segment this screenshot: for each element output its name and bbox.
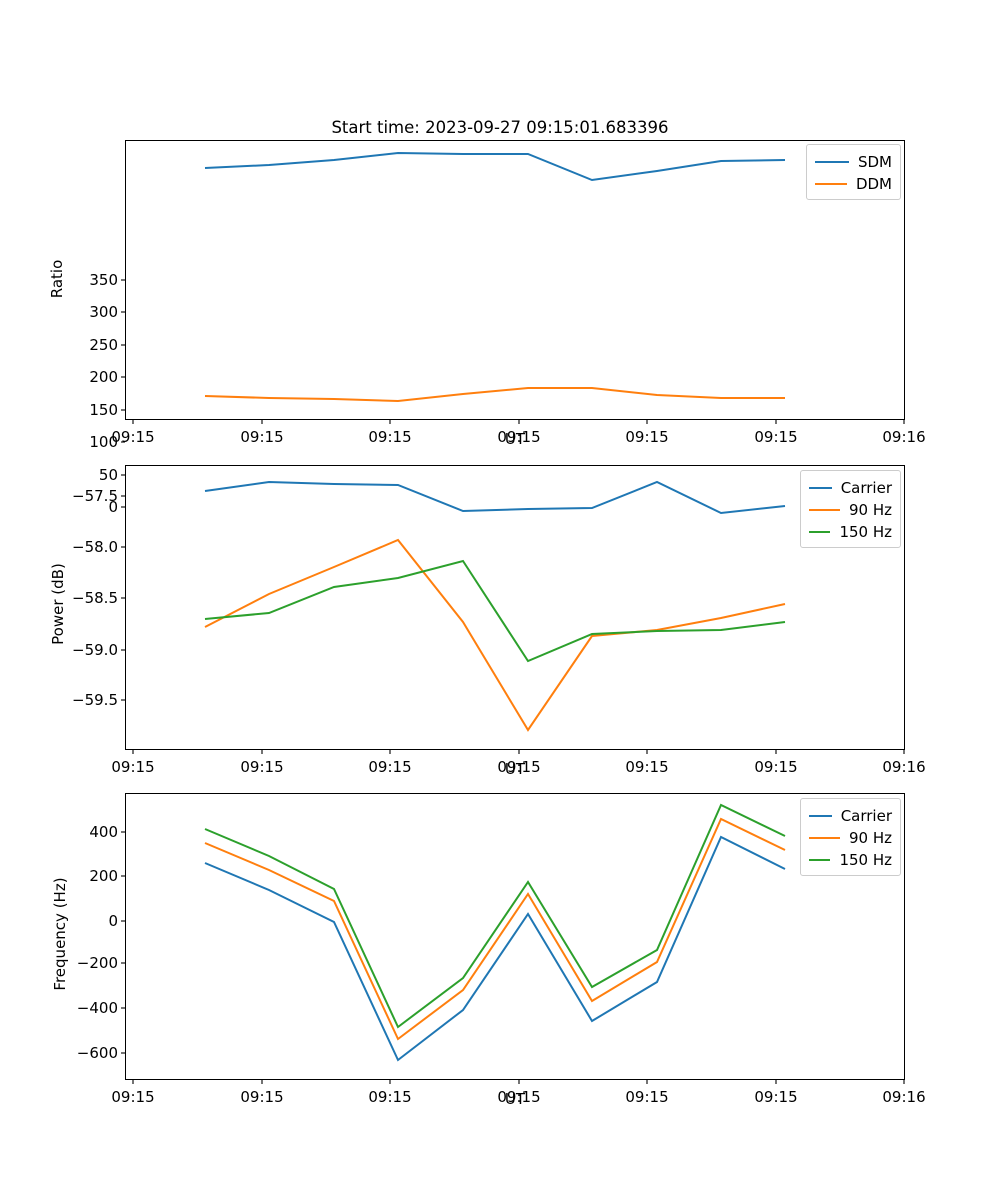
ytick-label-ratio-350: 350 [89, 271, 118, 289]
legend-swatch-150hz-frequency [809, 859, 831, 861]
data-lines-power [121, 480, 905, 754]
legend-swatch-150hz-power [809, 531, 831, 533]
legend-item-150hz-frequency[interactable]: 150 Hz [809, 849, 892, 871]
x-ticks-power [132, 750, 905, 754]
ytick-label-power--59.5: −59.5 [72, 691, 118, 709]
xtick-label-ratio-2: 09:15 [368, 428, 412, 446]
ytick-label-ratio-300: 300 [89, 303, 118, 321]
legend-item-150hz-power[interactable]: 150 Hz [809, 521, 892, 543]
panel-power: Power (dB) UT −59.5 [0, 440, 1000, 790]
xtick-label-power-0: 09:15 [111, 758, 155, 776]
xlabel-ratio: UT [504, 430, 526, 448]
legend-item-ddm[interactable]: DDM [815, 173, 892, 195]
xtick-label-frequency-5: 09:15 [754, 1088, 798, 1106]
y-ticks-power [121, 495, 125, 701]
xlabel-power: UT [504, 760, 526, 778]
legend-swatch-90hz-frequency [809, 837, 840, 839]
ytick-label-power--59.0: −59.0 [72, 641, 118, 659]
y-ticks-frequency [121, 831, 125, 1054]
ytick-label-frequency--200: −200 [76, 954, 118, 972]
xtick-label-frequency-6: 09:16 [882, 1088, 926, 1106]
legend-label-150hz-frequency: 150 Hz [839, 851, 892, 869]
xtick-label-power-4: 09:15 [625, 758, 669, 776]
legend-swatch-90hz-power [809, 509, 840, 511]
legend-swatch-carrier-frequency [809, 815, 832, 817]
ytick-label-power--58.5: −58.5 [72, 589, 118, 607]
ytick-label-ratio-250: 250 [89, 336, 118, 354]
legend-swatch-sdm [815, 161, 849, 163]
series-line-sdm [204, 151, 786, 182]
series-line-carrier-power [204, 480, 786, 515]
figure-title: Start time: 2023-09-27 09:15:01.683396 [331, 118, 669, 137]
legend-item-90hz-power[interactable]: 90 Hz [809, 499, 892, 521]
xtick-label-power-6: 09:16 [882, 758, 926, 776]
xtick-label-frequency-2: 09:15 [368, 1088, 412, 1106]
xtick-label-power-3: 09:15 [497, 758, 541, 776]
axes-frame-frequency [125, 793, 905, 1080]
legend-item-carrier-power[interactable]: Carrier [809, 477, 892, 499]
series-line-90hz-frequency [204, 817, 786, 1041]
y-ticks-ratio [121, 279, 125, 508]
ytick-label-frequency--600: −600 [76, 1044, 118, 1062]
panel-ratio: Start time: 2023-09-27 09:15:01.683396 R… [0, 110, 1000, 516]
legend-ratio[interactable]: SDM DDM [806, 144, 901, 200]
legend-label-ddm: DDM [855, 175, 892, 193]
axes-frame-power [125, 465, 905, 750]
ytick-label-ratio-200: 200 [89, 368, 118, 386]
xtick-label-ratio-1: 09:15 [240, 428, 284, 446]
legend-swatch-carrier-power [809, 487, 832, 489]
xtick-label-power-1: 09:15 [240, 758, 284, 776]
xtick-label-frequency-0: 09:15 [111, 1088, 155, 1106]
legend-label-sdm: SDM [857, 153, 892, 171]
data-lines-frequency [121, 803, 905, 1084]
panel-frequency: Frequency (Hz) UT [0, 770, 1000, 1130]
ytick-label-ratio-0: 0 [108, 498, 118, 516]
legend-item-carrier-frequency[interactable]: Carrier [809, 805, 892, 827]
ytick-label-frequency-200: 200 [89, 867, 118, 885]
xtick-label-power-2: 09:15 [368, 758, 412, 776]
legend-label-150hz-power: 150 Hz [839, 523, 892, 541]
ytick-label-ratio-150: 150 [89, 401, 118, 419]
legend-item-90hz-frequency[interactable]: 90 Hz [809, 827, 892, 849]
xtick-label-ratio-0: 09:15 [111, 428, 155, 446]
ytick-label-ratio-100: 100 [89, 433, 118, 451]
xtick-label-frequency-4: 09:15 [625, 1088, 669, 1106]
legend-frequency[interactable]: Carrier 90 Hz 150 Hz [800, 798, 901, 876]
xtick-label-ratio-4: 09:15 [625, 428, 669, 446]
legend-item-sdm[interactable]: SDM [815, 151, 892, 173]
series-line-carrier-frequency [204, 835, 786, 1062]
ytick-label-power--57.5: −57.5 [72, 487, 118, 505]
legend-swatch-ddm [815, 183, 847, 185]
xtick-label-ratio-3: 09:15 [497, 428, 541, 446]
xtick-label-frequency-1: 09:15 [240, 1088, 284, 1106]
ytick-label-frequency-400: 400 [89, 823, 118, 841]
ytick-label-frequency-0: 0 [108, 912, 118, 930]
legend-label-carrier-power: Carrier [840, 479, 892, 497]
series-line-150hz-power [204, 559, 786, 663]
xtick-label-ratio-6: 09:16 [882, 428, 926, 446]
xlabel-frequency: UT [504, 1090, 526, 1108]
series-line-ddm [204, 387, 785, 403]
series-line-90hz-power [204, 538, 786, 732]
data-lines-ratio [121, 151, 905, 508]
xtick-label-frequency-3: 09:15 [497, 1088, 541, 1106]
legend-power[interactable]: Carrier 90 Hz 150 Hz [800, 470, 901, 548]
x-ticks-frequency [132, 1080, 905, 1084]
ytick-label-frequency--400: −400 [76, 999, 118, 1017]
legend-label-carrier-frequency: Carrier [840, 807, 892, 825]
legend-label-90hz-power: 90 Hz [848, 501, 892, 519]
legend-label-90hz-frequency: 90 Hz [848, 829, 892, 847]
ytick-label-ratio-50: 50 [98, 466, 118, 484]
series-line-150hz-frequency [204, 803, 786, 1029]
xtick-label-ratio-5: 09:15 [754, 428, 798, 446]
ytick-label-power--58.0: −58.0 [72, 538, 118, 556]
x-ticks-ratio [132, 420, 905, 424]
xtick-label-power-5: 09:15 [754, 758, 798, 776]
axes-frame-ratio [125, 140, 905, 420]
